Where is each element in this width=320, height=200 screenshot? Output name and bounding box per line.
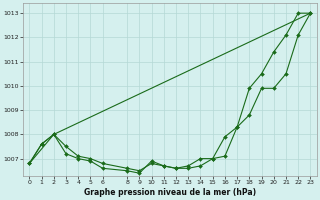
X-axis label: Graphe pression niveau de la mer (hPa): Graphe pression niveau de la mer (hPa) <box>84 188 256 197</box>
